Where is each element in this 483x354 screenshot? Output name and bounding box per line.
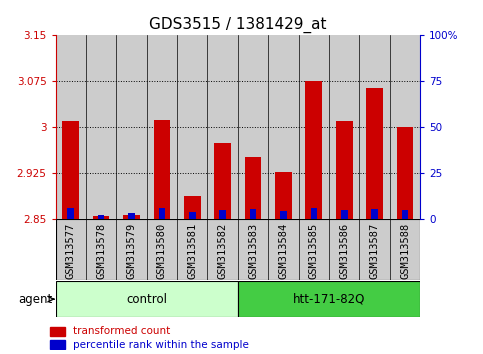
- Bar: [86, 35, 116, 219]
- Bar: [93, 216, 110, 219]
- Bar: [268, 219, 298, 280]
- Bar: [311, 209, 317, 219]
- Bar: [147, 219, 177, 280]
- Bar: [208, 35, 238, 219]
- Bar: [402, 210, 408, 219]
- Bar: [366, 87, 383, 219]
- Bar: [116, 219, 147, 280]
- Bar: [62, 121, 79, 219]
- Bar: [50, 340, 65, 349]
- Bar: [298, 35, 329, 219]
- Bar: [359, 35, 390, 219]
- Bar: [238, 35, 268, 219]
- Bar: [280, 211, 287, 219]
- Bar: [329, 219, 359, 280]
- Bar: [177, 219, 208, 280]
- Text: GSM313577: GSM313577: [66, 222, 76, 279]
- Bar: [397, 127, 413, 219]
- Bar: [50, 326, 65, 336]
- Bar: [189, 211, 196, 219]
- Bar: [268, 35, 298, 219]
- Bar: [390, 219, 420, 280]
- Bar: [359, 219, 390, 280]
- Bar: [154, 120, 170, 219]
- Text: GSM313585: GSM313585: [309, 222, 319, 279]
- Text: GSM313587: GSM313587: [369, 222, 380, 279]
- Bar: [238, 281, 420, 317]
- Bar: [98, 215, 104, 219]
- Text: control: control: [126, 293, 167, 306]
- Bar: [56, 35, 86, 219]
- Bar: [371, 209, 378, 219]
- Bar: [390, 35, 420, 219]
- Bar: [56, 219, 86, 280]
- Bar: [68, 209, 74, 219]
- Text: GSM313582: GSM313582: [218, 222, 227, 279]
- Bar: [184, 196, 200, 219]
- Bar: [158, 209, 165, 219]
- Bar: [250, 209, 256, 219]
- Bar: [116, 35, 147, 219]
- Bar: [177, 35, 208, 219]
- Bar: [245, 157, 261, 219]
- Bar: [56, 281, 238, 317]
- Text: agent: agent: [18, 293, 53, 306]
- Text: GSM313584: GSM313584: [279, 222, 288, 279]
- Bar: [128, 213, 135, 219]
- Bar: [336, 121, 353, 219]
- Bar: [329, 35, 359, 219]
- Text: GSM313586: GSM313586: [339, 222, 349, 279]
- Text: transformed count: transformed count: [73, 326, 170, 336]
- Bar: [305, 81, 322, 219]
- Text: htt-171-82Q: htt-171-82Q: [293, 293, 365, 306]
- Text: GSM313581: GSM313581: [187, 222, 197, 279]
- Text: GSM313588: GSM313588: [400, 222, 410, 279]
- Text: GSM313579: GSM313579: [127, 222, 137, 279]
- Bar: [214, 143, 231, 219]
- Text: GSM313583: GSM313583: [248, 222, 258, 279]
- Bar: [208, 219, 238, 280]
- Title: GDS3515 / 1381429_at: GDS3515 / 1381429_at: [149, 16, 327, 33]
- Text: GSM313578: GSM313578: [96, 222, 106, 279]
- Bar: [275, 172, 292, 219]
- Bar: [86, 219, 116, 280]
- Bar: [147, 35, 177, 219]
- Text: GSM313580: GSM313580: [157, 222, 167, 279]
- Bar: [341, 210, 348, 219]
- Bar: [298, 219, 329, 280]
- Bar: [123, 215, 140, 219]
- Bar: [238, 219, 268, 280]
- Text: percentile rank within the sample: percentile rank within the sample: [73, 339, 249, 350]
- Bar: [219, 210, 226, 219]
